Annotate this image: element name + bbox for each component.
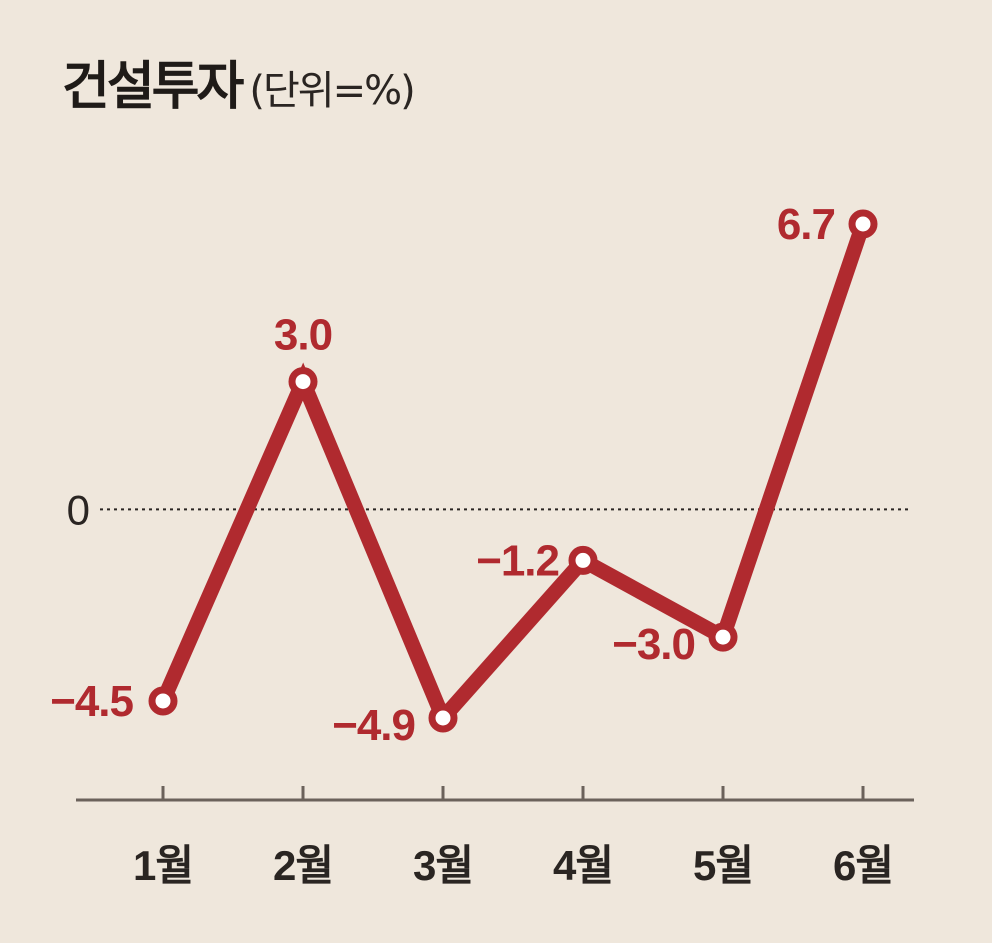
x-axis-tick-labels: 1월 2월 3월 4월 5월 6월 — [133, 842, 894, 889]
data-point — [428, 703, 458, 733]
data-point — [568, 545, 598, 575]
data-label: 3.0 — [274, 311, 332, 360]
x-tick-label: 1월 — [133, 842, 193, 889]
data-point — [148, 686, 178, 716]
x-tick-label: 5월 — [693, 842, 753, 889]
x-axis-ticks — [161, 786, 865, 800]
data-point — [708, 622, 738, 652]
x-tick-label: 2월 — [273, 842, 333, 889]
data-label: 6.7 — [777, 200, 835, 249]
x-tick-label: 3월 — [413, 842, 473, 889]
series-line — [156, 221, 871, 732]
data-label: −3.0 — [612, 620, 695, 669]
chart-unit-label: (단위=%) — [249, 68, 415, 114]
data-label: −1.2 — [476, 536, 559, 585]
x-tick-label: 4월 — [553, 842, 613, 889]
data-points — [148, 209, 878, 733]
data-point — [848, 209, 878, 239]
zero-label: 0 — [67, 486, 90, 533]
data-labels: −4.5 3.0 −4.9 −1.2 −3.0 6.7 — [50, 200, 836, 750]
chart-title-main: 건설투자 — [62, 57, 244, 117]
data-label: −4.9 — [332, 701, 415, 750]
data-point — [288, 367, 318, 397]
chart-title: 건설투자 (단위=%) — [62, 44, 416, 119]
x-tick-label: 6월 — [833, 842, 893, 889]
data-label: −4.5 — [50, 677, 133, 726]
